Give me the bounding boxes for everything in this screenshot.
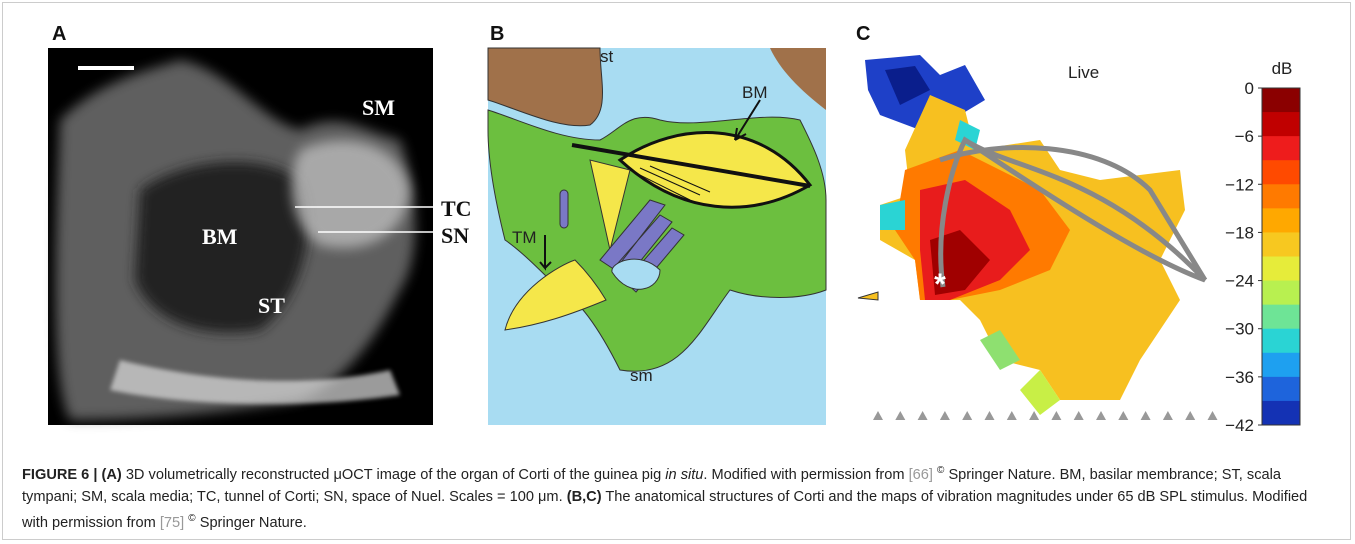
marker-triangle: [1007, 411, 1017, 420]
figure: A SM TC BM SN ST B st BM TM sm C: [0, 0, 1355, 450]
vibration-map: *: [858, 55, 1218, 420]
colorbar-label: dB: [1272, 59, 1293, 78]
colorbar-band: [1262, 401, 1300, 426]
reference: [75]: [160, 515, 184, 531]
marker-triangle: [1118, 411, 1128, 420]
colorbar-band: [1262, 184, 1300, 209]
marker-triangle: [918, 411, 928, 420]
label: SM: [362, 95, 395, 120]
anatomy-diagram: [488, 48, 826, 425]
colorbar-band: [1262, 329, 1300, 354]
caption: FIGURE 6 | (A) 3D volumetrically reconst…: [22, 460, 1337, 534]
marker-triangle: [1185, 411, 1195, 420]
marker-triangle: [1051, 411, 1061, 420]
label: BM: [202, 224, 238, 249]
marker-triangle: [1074, 411, 1084, 420]
panel-label: A: [52, 23, 66, 45]
marker-triangle: [895, 411, 905, 420]
colorbar-band: [1262, 232, 1300, 257]
marker-triangle: [1141, 411, 1151, 420]
tick-label: −6: [1235, 127, 1254, 146]
colorbar-band: [1262, 257, 1300, 282]
marker-triangle: [1029, 411, 1039, 420]
colorbar: 0 −6 −12 −18 −24 −30 −36 −42: [1225, 79, 1300, 435]
colorbar-band: [1262, 305, 1300, 330]
tick-label: −24: [1225, 272, 1254, 291]
colorbar-band: [1262, 160, 1300, 185]
copyright: ©: [188, 513, 195, 524]
marker-triangle: [1163, 411, 1173, 420]
marker-triangle: [1208, 411, 1218, 420]
caption-run: 3D volumetrically reconstructed μOCT ima…: [122, 467, 666, 483]
title: Live: [1068, 63, 1099, 82]
label: TC: [441, 196, 472, 221]
caption-run: (B,C): [567, 489, 602, 505]
tick-label: −30: [1225, 320, 1254, 339]
label: ST: [258, 293, 285, 318]
colorbar-band: [1262, 377, 1300, 402]
tick-label: −36: [1225, 368, 1254, 387]
marker-triangle: [962, 411, 972, 420]
caption-run: . Modified with permission from: [703, 467, 908, 483]
caption-run: FIGURE 6 | (A): [22, 467, 122, 483]
marker-triangle: [873, 411, 883, 420]
tick-label: −42: [1225, 416, 1254, 435]
caption-run: in situ: [665, 467, 703, 483]
label: SN: [441, 223, 469, 248]
tick-label: −18: [1225, 223, 1254, 242]
colorbar-band: [1262, 353, 1300, 378]
tick-label: −12: [1225, 175, 1254, 194]
marker-triangle: [985, 411, 995, 420]
colorbar-band: [1262, 281, 1300, 306]
label: st: [600, 47, 614, 66]
label: BM: [742, 83, 768, 102]
panel-label: B: [490, 23, 504, 45]
colorbar-band: [1262, 112, 1300, 137]
colorbar-band: [1262, 208, 1300, 233]
label: TM: [512, 228, 537, 247]
reference: [66]: [909, 467, 933, 483]
colorbar-band: [1262, 136, 1300, 161]
colorbar-band: [1262, 88, 1300, 113]
tick-label: 0: [1245, 79, 1254, 98]
svg-text:*: *: [934, 268, 946, 301]
label: sm: [630, 366, 653, 385]
marker-triangle: [940, 411, 950, 420]
caption-run: Springer Nature.: [196, 515, 307, 531]
marker-triangle: [1096, 411, 1106, 420]
panel-label: C: [856, 23, 870, 45]
